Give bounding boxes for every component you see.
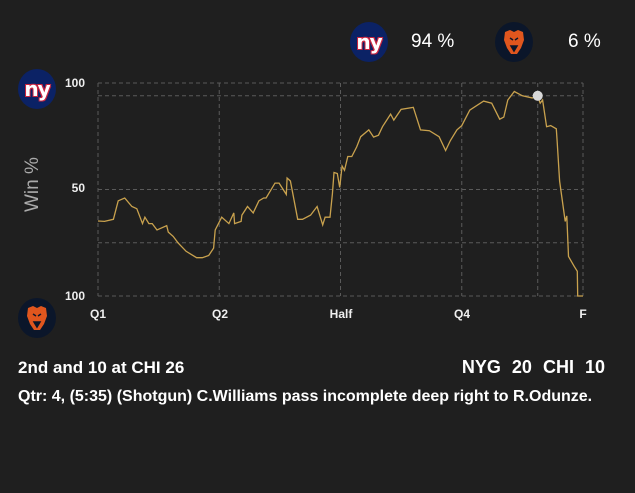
bears-axis-logo-icon xyxy=(18,298,56,338)
win-probability-line xyxy=(97,90,583,297)
down-distance: 2nd and 10 at CHI 26 xyxy=(18,358,185,377)
team2-abbr: CHI xyxy=(542,357,574,377)
current-play-marker xyxy=(532,90,543,101)
scoreboard: NYG 20 CHI 10 xyxy=(462,357,605,378)
y-tick-label: 100 xyxy=(64,289,85,303)
team2-score: 10 xyxy=(584,357,605,377)
y-tick-label: 50 xyxy=(71,181,85,195)
play-description: Qtr: 4, (5:35) (Shotgun) C.Williams pass… xyxy=(18,388,593,405)
giants-axis-logo-icon: ny xyxy=(18,69,56,109)
team1-abbr: NYG xyxy=(461,357,501,377)
x-tick-label: Q1 xyxy=(89,307,107,321)
x-tick-label: Q4 xyxy=(453,307,471,321)
x-tick-label: Q2 xyxy=(211,307,229,321)
chi-win-pct: 6 % xyxy=(568,31,601,52)
x-tick-label: Half xyxy=(329,307,353,321)
team1-score: 20 xyxy=(511,357,532,377)
giants-logo-icon: ny xyxy=(350,22,388,62)
chart-grid xyxy=(97,82,584,297)
bears-logo-icon xyxy=(495,22,533,62)
nyg-win-pct: 94 % xyxy=(411,31,455,52)
y-tick-label: 100 xyxy=(64,76,85,90)
x-tick-label: F xyxy=(579,307,587,321)
